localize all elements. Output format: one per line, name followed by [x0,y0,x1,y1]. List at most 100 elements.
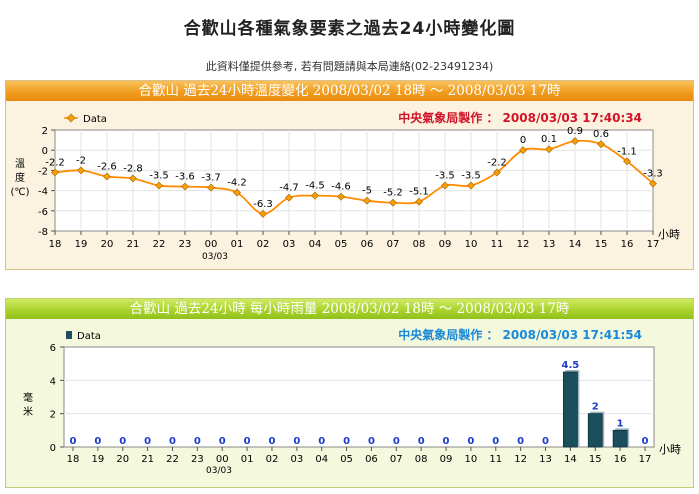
data-label: 0 [443,436,450,447]
x-tick-label: 12 [517,239,530,250]
legend-marker [66,113,76,123]
data-label: 4.5 [562,360,580,371]
data-point [155,181,163,190]
data-label: 0 [70,436,77,447]
data-label: -4.6 [331,182,351,193]
data-label: -5.2 [383,188,403,199]
x-tick-label: 23 [191,454,204,465]
data-label: 0 [244,436,251,447]
data-label: 0 [119,436,126,447]
x-tick-label: 16 [614,454,627,465]
data-point [233,188,241,197]
x-tick-label: 03 [290,454,303,465]
data-point [389,198,397,207]
data-label: 1 [617,418,624,429]
x-tick-label: 12 [514,454,527,465]
x-tick-label: 10 [465,239,478,250]
data-label: 0 [94,436,101,447]
x-tick-label: 22 [166,454,179,465]
x-tick-label: 19 [92,454,105,465]
data-label: 0.1 [541,134,557,145]
x-tick-label: 23 [179,239,192,250]
x-tick-label: 00 [205,239,218,250]
data-label: 0 [542,436,549,447]
data-point [181,182,189,191]
data-label: -2.2 [487,157,507,168]
data-label: 0 [492,436,499,447]
x-tick-label: 03 [283,239,296,250]
data-point [337,192,345,201]
data-label: 0 [368,436,375,447]
data-point [207,183,215,192]
y-tick-label: 2 [50,410,56,421]
temperature-panel: 合歡山 過去24小時溫度變化 2008/03/02 18時 ～ 2008/03/… [5,80,694,270]
y-axis-label-1: 溫 [15,158,25,170]
data-point [623,157,631,166]
x-tick-label: 06 [361,239,374,250]
data-label: 0 [194,436,201,447]
y-axis-label-3: (℃) [10,187,29,198]
y-tick-label: -2 [38,166,48,177]
data-label: -2.2 [45,157,65,168]
data-point [467,181,475,190]
rainfall-panel: 合歡山 過去24小時 每小時雨量 2008/03/02 18時 ～ 2008/0… [5,298,694,488]
y-axis-label-1: 毫 [23,391,33,404]
data-label: 0 [219,436,226,447]
bar [612,429,628,448]
plot-area [63,346,655,448]
data-label: 0 [418,436,425,447]
data-point [519,146,527,155]
data-label: -1.1 [617,146,637,157]
data-label: -3.5 [435,171,455,182]
data-label: 0 [268,436,275,447]
credit-label: 中央氣象局製作 ： 2008/03/03 17:41:54 [398,327,642,342]
x-tick-label: 00 [216,454,229,465]
data-point [103,172,111,181]
date-label: 03/03 [202,252,228,262]
x-tick-label: 08 [413,239,426,250]
data-label: 0.6 [593,129,609,140]
x-tick-label: 14 [564,454,577,465]
data-label: 0 [169,436,176,447]
legend-label: Data [83,114,107,125]
x-tick-label: 22 [153,239,166,250]
x-tick-label: 02 [266,454,279,465]
data-label: -5 [362,186,372,197]
x-tick-label: 05 [340,454,353,465]
y-tick-label: 6 [50,343,56,354]
data-label: -3.3 [643,169,663,180]
data-point [571,137,579,146]
data-point [363,196,371,205]
x-tick-label: 02 [257,239,270,250]
data-label: 0.9 [567,126,583,137]
plot-area [54,129,654,232]
legend-label: Data [77,331,101,342]
data-label: -2.8 [123,163,143,174]
x-tick-label: 13 [539,454,552,465]
x-tick-label: 09 [440,454,453,465]
x-tick-label: 10 [465,454,478,465]
rainfall-panel-header: 合歡山 過去24小時 每小時雨量 2008/03/02 18時 ～ 2008/0… [6,299,693,319]
x-axis-label: 小時 [659,443,681,456]
data-point [259,209,267,218]
data-point [415,197,423,206]
data-point [311,191,319,200]
data-point [285,193,293,202]
x-tick-label: 17 [639,454,652,465]
data-label: -4.2 [227,178,247,189]
x-tick-label: 07 [387,239,400,250]
data-label: -2 [76,155,86,166]
x-tick-label: 09 [439,239,452,250]
x-tick-label: 06 [365,454,378,465]
data-label: 0 [517,436,524,447]
data-label: 0 [642,436,649,447]
data-point [493,168,501,177]
data-label: 0 [343,436,350,447]
x-tick-label: 05 [335,239,348,250]
data-label: 0 [467,436,474,447]
bar [587,413,603,448]
data-label: 0 [293,436,300,447]
x-tick-label: 16 [621,239,634,250]
x-tick-label: 13 [543,239,556,250]
x-tick-label: 14 [569,239,582,250]
